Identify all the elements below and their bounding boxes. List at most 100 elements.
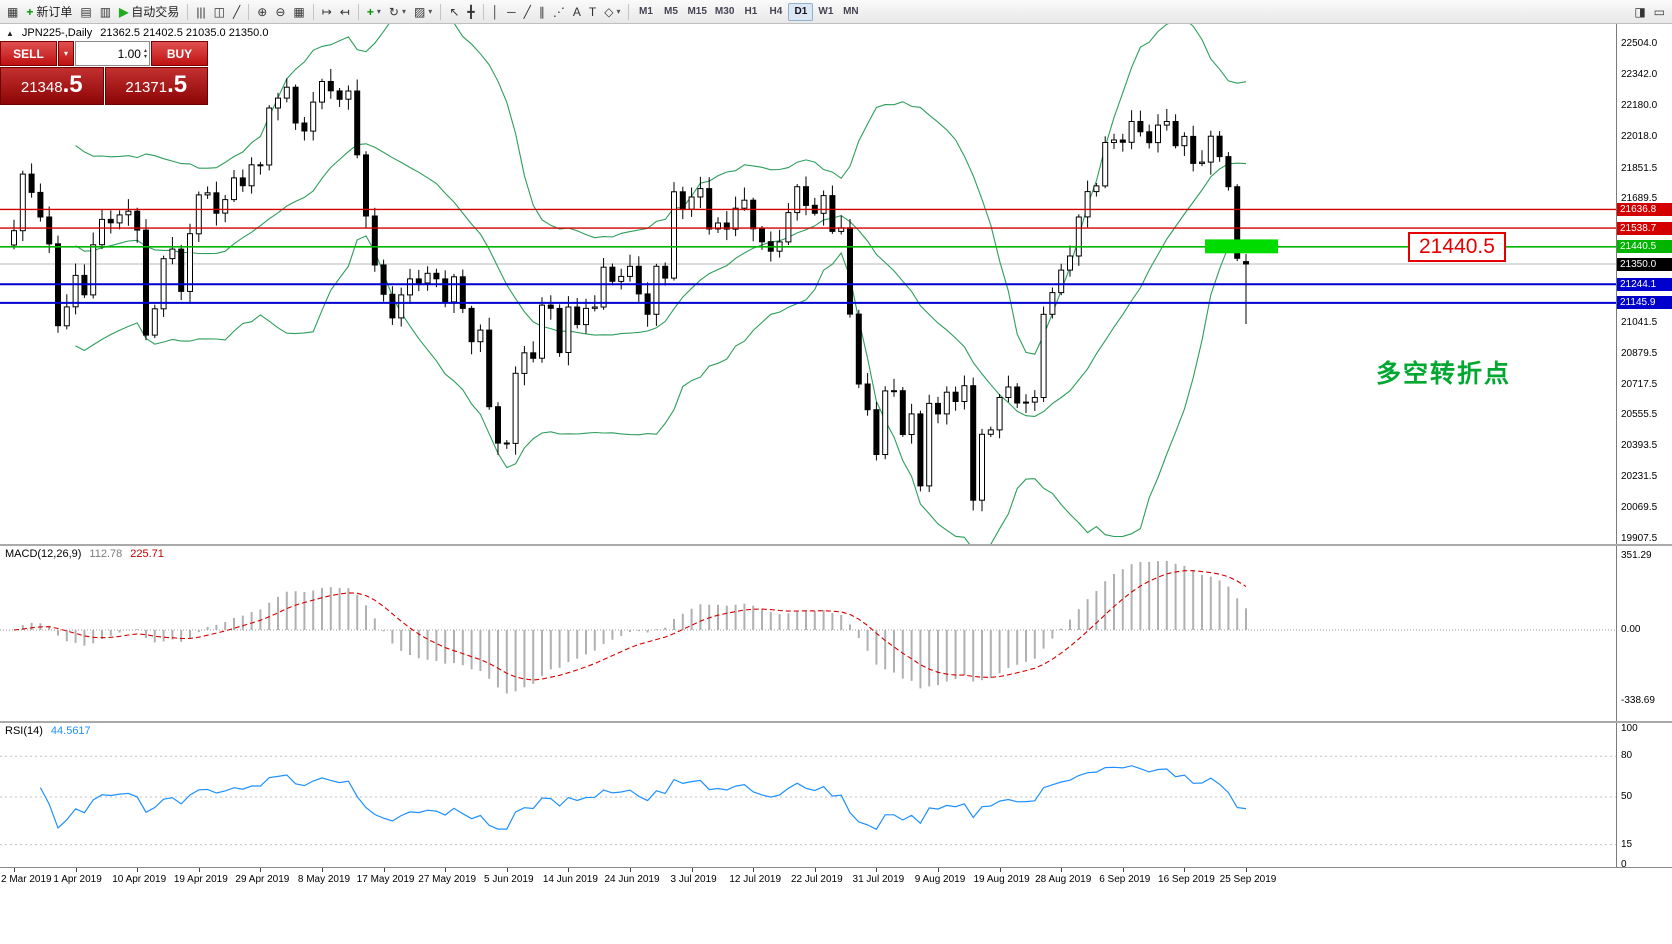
pane-splitter[interactable] bbox=[0, 721, 1672, 723]
volume-up-button[interactable]: ▴ bbox=[143, 47, 147, 54]
timeframe-m15[interactable]: M15 bbox=[687, 5, 707, 17]
date-label: 6 Sep 2019 bbox=[1099, 874, 1151, 885]
toolbar-separator bbox=[312, 3, 314, 20]
macd-canvas[interactable] bbox=[0, 546, 1616, 721]
label-icon: T bbox=[588, 4, 597, 19]
timeframe-d1[interactable]: D1 bbox=[788, 2, 814, 21]
new-order-button[interactable]: + 新订单 bbox=[22, 2, 76, 22]
chart-shift-icon[interactable]: ↤ bbox=[336, 2, 354, 22]
highlight-box-annotation[interactable] bbox=[1205, 239, 1278, 254]
timeframe-w1[interactable]: W1 bbox=[818, 5, 834, 17]
pencil-icon[interactable]: ◨ bbox=[1634, 4, 1646, 19]
vertical-line-icon[interactable]: │ bbox=[488, 2, 504, 22]
rsi-scale[interactable]: 100 80 50 15 0 bbox=[1616, 723, 1672, 870]
time-scale[interactable]: 2 Mar 2019 1 Apr 2019 10 Apr 2019 19 Apr 20… bbox=[0, 867, 1672, 888]
time-tick bbox=[322, 868, 323, 872]
auto-scroll-icon[interactable]: ↦ bbox=[318, 2, 336, 22]
rsi-pane[interactable]: 100 80 50 15 0 RSI(14) 44.5617 bbox=[0, 723, 1672, 870]
channel-icon[interactable]: ∥ bbox=[535, 2, 549, 22]
cursor-icon[interactable]: ↖ bbox=[445, 2, 463, 22]
volume-input[interactable]: 1.00 ▴ ▾ bbox=[75, 41, 150, 66]
macd-scale[interactable]: 351.29 0.00 -338.69 bbox=[1616, 546, 1672, 721]
crosshair-icon[interactable]: ╋ bbox=[463, 2, 478, 22]
time-tick bbox=[691, 868, 693, 872]
price-scale-label: 20393.5 bbox=[1621, 440, 1658, 452]
label-icon[interactable]: T bbox=[585, 2, 600, 22]
buy-price[interactable]: 21371.5 bbox=[104, 67, 208, 105]
buy-button[interactable]: BUY bbox=[151, 41, 208, 66]
rsi-scale-label: 80 bbox=[1621, 750, 1633, 762]
sell-price[interactable]: 21348.5 bbox=[0, 67, 104, 105]
horizontal-line-icon[interactable]: ─ bbox=[503, 2, 520, 22]
rsi-label: RSI(14) 44.5617 bbox=[5, 725, 91, 737]
rsi-canvas[interactable] bbox=[0, 723, 1616, 867]
rsi-line bbox=[39, 765, 1247, 831]
price-callout-label[interactable]: 21440.5 bbox=[1408, 231, 1506, 262]
periods-icon[interactable]: ↻ ▾ bbox=[385, 2, 410, 22]
data-window-icon[interactable]: ▥ bbox=[96, 2, 115, 22]
arrows-icon-dropdown[interactable]: ▾ bbox=[616, 7, 621, 16]
candlestick-chart-icon: ◫ bbox=[213, 4, 226, 19]
timeframe-h1[interactable]: H1 bbox=[744, 5, 758, 17]
macd-scale-label: -338.69 bbox=[1621, 695, 1655, 707]
date-label: 28 Aug 2019 bbox=[1035, 874, 1092, 885]
line-chart-icon[interactable]: ╱ bbox=[229, 2, 244, 22]
periods-icon-dropdown[interactable]: ▾ bbox=[401, 7, 406, 16]
tile-windows-icon[interactable]: ▦ bbox=[289, 2, 308, 22]
date-label: 27 May 2019 bbox=[418, 874, 477, 885]
timeframe-m1[interactable]: M1 bbox=[639, 5, 653, 17]
timeframe-h4[interactable]: H4 bbox=[769, 5, 783, 17]
time-tick bbox=[938, 868, 939, 872]
zoom-out-icon[interactable]: ⊖ bbox=[271, 2, 289, 22]
candlestick-chart-icon[interactable]: ◫ bbox=[210, 2, 229, 22]
price-scale[interactable]: 22504.0 22342.0 22180.0 22018.0 21851.5 21689… bbox=[1616, 24, 1672, 544]
new-chart-icon[interactable]: ▦ bbox=[3, 2, 22, 22]
zoom-in-icon[interactable]: ⊕ bbox=[253, 2, 271, 22]
timeframe-m5[interactable]: M5 bbox=[664, 5, 678, 17]
templates-icon[interactable]: ▨ ▾ bbox=[410, 2, 436, 22]
fibonacci-icon[interactable]: ⋰ bbox=[549, 2, 569, 22]
date-label: 16 Sep 2019 bbox=[1158, 874, 1215, 885]
profiles-icon[interactable]: ▤ bbox=[76, 2, 95, 22]
turning-point-note[interactable]: 多空转折点 bbox=[1376, 360, 1512, 388]
buy-price-small: 21371 bbox=[125, 79, 168, 96]
date-label: 24 Jun 2019 bbox=[604, 874, 660, 885]
docking-icon[interactable]: ▭ bbox=[1653, 4, 1665, 19]
collapse-trade-panel-icon[interactable]: ▲ bbox=[6, 28, 14, 38]
one-click-trading-panel: SELL ▾ 1.00 ▴ ▾ BUY 21348.5 bbox=[0, 41, 208, 105]
rsi-value: 44.5617 bbox=[50, 725, 91, 737]
date-label: 2 Mar 2019 bbox=[1, 874, 52, 885]
add-indicator-icon[interactable]: + ▾ bbox=[363, 2, 385, 22]
text-icon[interactable]: A bbox=[569, 2, 585, 22]
autotrading-button[interactable]: ▶ 自动交易 bbox=[115, 2, 183, 22]
date-label: 31 Jul 2019 bbox=[852, 874, 905, 885]
date-label: 19 Apr 2019 bbox=[173, 874, 228, 885]
pane-splitter[interactable] bbox=[0, 544, 1672, 546]
ohlc-values: 21362.5 21402.5 21035.0 21350.0 bbox=[100, 27, 269, 39]
date-label: 25 Sep 2019 bbox=[1219, 874, 1277, 885]
templates-icon-dropdown[interactable]: ▾ bbox=[428, 7, 433, 16]
timeframe-m30[interactable]: M30 bbox=[714, 5, 735, 17]
add-indicator-icon-dropdown[interactable]: ▾ bbox=[376, 7, 381, 16]
date-label: 22 Jul 2019 bbox=[790, 874, 843, 885]
timeframe-mn[interactable]: MN bbox=[843, 5, 859, 17]
bottom-filler bbox=[0, 888, 1672, 944]
trendline-icon[interactable]: ╱ bbox=[520, 2, 535, 22]
price-chart-canvas[interactable] bbox=[0, 24, 1616, 544]
price-chart-pane[interactable]: 22504.0 22342.0 22180.0 22018.0 21851.5 21689… bbox=[0, 24, 1672, 544]
rsi-scale-label: 15 bbox=[1621, 838, 1633, 850]
text-icon: A bbox=[572, 4, 581, 19]
order-type-dropdown[interactable]: ▾ bbox=[58, 41, 74, 66]
vertical-line-icon: │ bbox=[491, 4, 500, 19]
toolbar-separator bbox=[440, 3, 442, 20]
volume-down-button[interactable]: ▾ bbox=[143, 53, 147, 60]
sell-button[interactable]: SELL bbox=[0, 41, 57, 66]
arrows-icon[interactable]: ◇ ▾ bbox=[600, 2, 624, 22]
macd-pane[interactable]: 351.29 0.00 -338.69 MACD(12,26,9) 112.78 2… bbox=[0, 546, 1672, 721]
time-tick bbox=[1122, 868, 1124, 872]
price-scale-label: 20555.5 bbox=[1621, 409, 1658, 421]
periods-icon: ↻ bbox=[388, 4, 399, 19]
rsi-scale-label: 0 bbox=[1621, 859, 1627, 870]
channel-icon: ∥ bbox=[538, 4, 545, 19]
bar-chart-icon[interactable]: ||| bbox=[192, 2, 209, 22]
